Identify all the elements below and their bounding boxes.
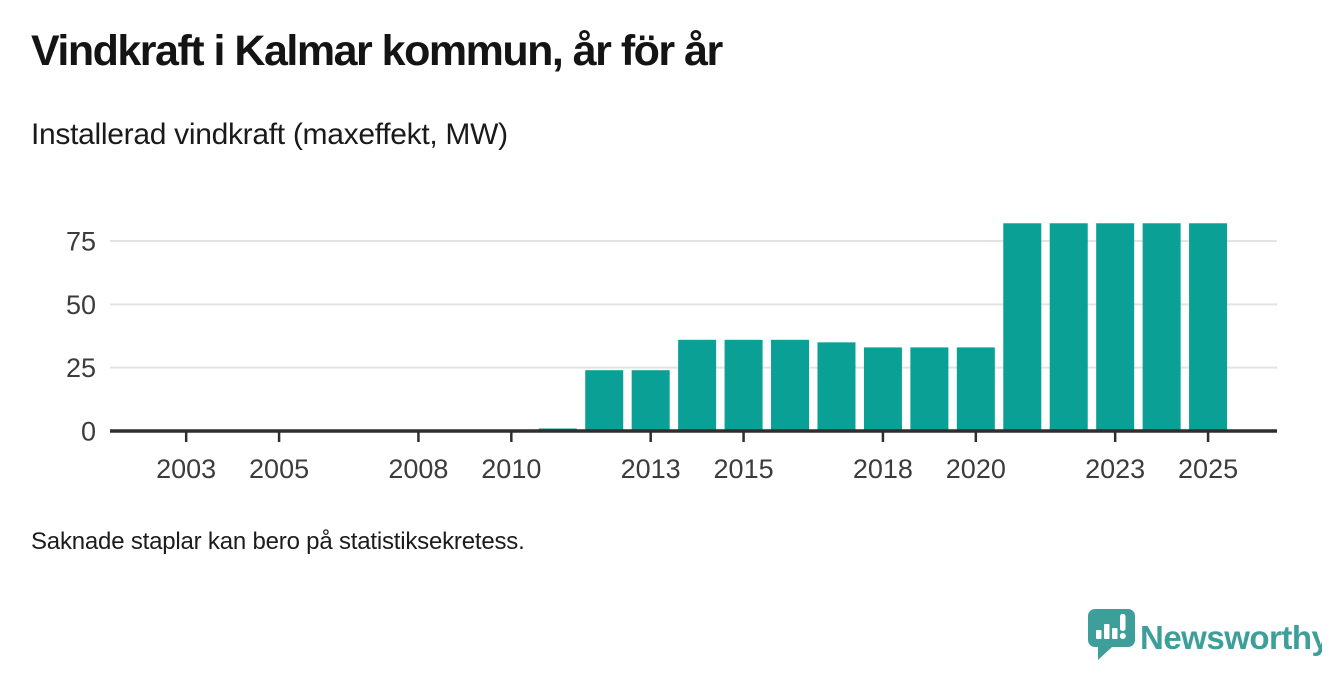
- bar-2021: [1003, 223, 1042, 431]
- x-tick-label-2018: 2018: [853, 454, 913, 484]
- newsworthy-logo: Newsworthy: [1082, 603, 1331, 665]
- page-title: Vindkraft i Kalmar kommun, år för år: [31, 27, 723, 75]
- bar-2023: [1096, 223, 1135, 431]
- logo-exclamation-bar: [1120, 614, 1126, 631]
- x-tick-label-2003: 2003: [156, 454, 216, 484]
- x-tick-label-2015: 2015: [714, 454, 774, 484]
- footnote: Saknade staplar kan bero på statistiksek…: [31, 528, 525, 555]
- bar-2017: [817, 342, 856, 431]
- bar-2020: [956, 347, 995, 431]
- bar-chart-svg: 2003 2005 2008 2010 2013 2015 2018 2020 2023 2025…: [66, 223, 1277, 484]
- bar-2022: [1049, 223, 1088, 431]
- bar-chart: 2003 2005 2008 2010 2013 2015 2018 2020 2023 2025…: [0, 190, 1340, 500]
- x-tick-label-2008: 2008: [388, 454, 448, 484]
- x-tick-label-2005: 2005: [249, 454, 309, 484]
- y-tick-label-0: 0: [81, 417, 96, 447]
- bar-2019: [910, 347, 949, 431]
- logo-chart-bars: [1096, 614, 1126, 639]
- x-tick-label-2020: 2020: [946, 454, 1006, 484]
- bar-2015: [724, 339, 763, 431]
- logo-exclamation-dot: [1119, 633, 1126, 639]
- newsworthy-logo-text: Newsworthy: [1140, 619, 1322, 656]
- bar-2012: [585, 370, 624, 431]
- bar-2013: [631, 370, 670, 431]
- newsworthy-logo-icon: Newsworthy: [1088, 609, 1331, 660]
- bar-2018: [863, 347, 902, 431]
- chart-subtitle: Installerad vindkraft (maxeffekt, MW): [31, 118, 508, 151]
- bar-2016: [771, 339, 810, 431]
- y-tick-label-50: 50: [66, 290, 96, 320]
- bar-2024: [1142, 223, 1181, 431]
- x-tick-label-2013: 2013: [621, 454, 681, 484]
- x-tick-label-2023: 2023: [1085, 454, 1145, 484]
- bar-2025: [1189, 223, 1228, 431]
- bar-2014: [678, 339, 717, 431]
- logo-speech-bubble: [1088, 609, 1135, 660]
- x-tick-label-2010: 2010: [481, 454, 541, 484]
- y-tick-label-75: 75: [66, 227, 96, 257]
- x-tick-label-2025: 2025: [1178, 454, 1238, 484]
- y-tick-label-25: 25: [66, 353, 96, 383]
